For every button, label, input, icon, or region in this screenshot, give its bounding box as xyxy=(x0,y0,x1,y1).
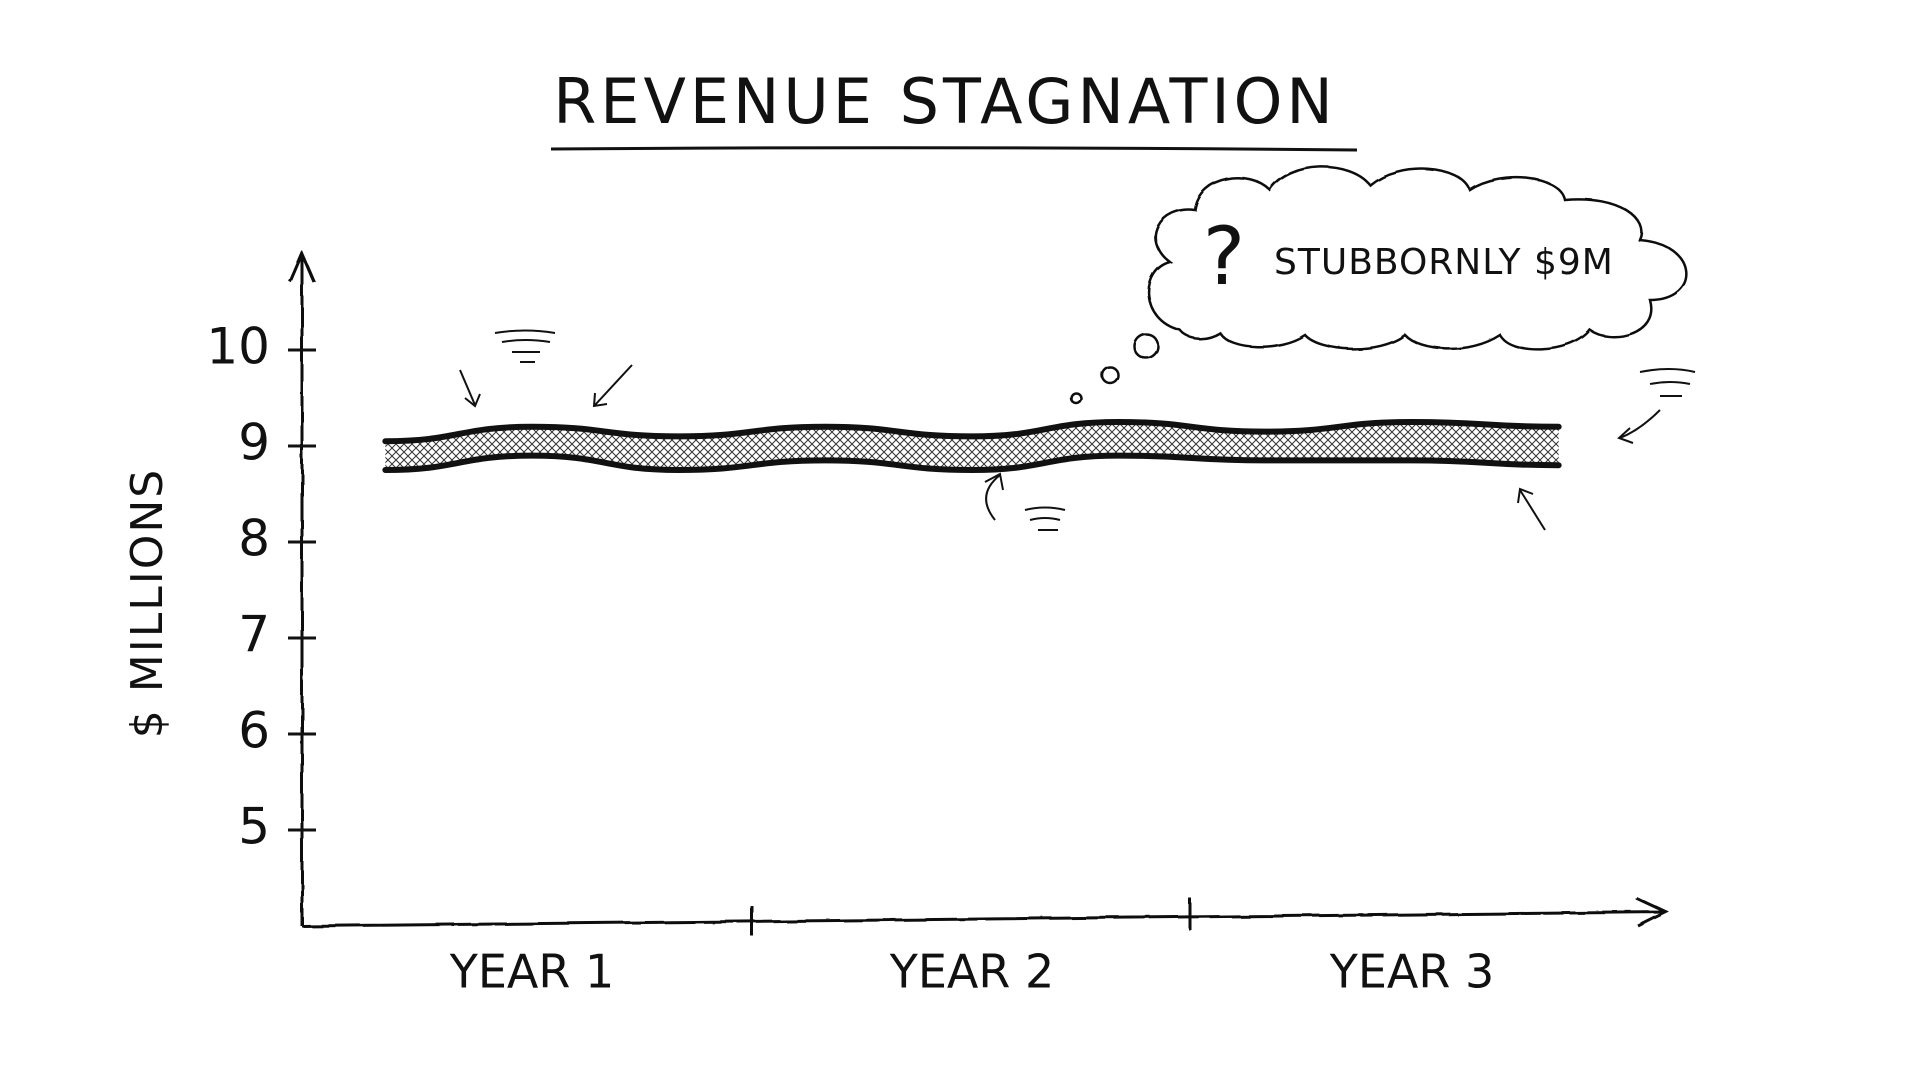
squiggle xyxy=(1024,506,1066,531)
squiggle xyxy=(494,329,556,363)
y-tick-label: 6 xyxy=(238,702,270,760)
y-tick-label: 5 xyxy=(238,798,270,856)
arrow xyxy=(1617,409,1661,444)
thought-bubble xyxy=(1132,332,1160,360)
annotation-icon: ? xyxy=(1203,210,1245,303)
arrow xyxy=(984,472,1004,521)
arrow xyxy=(459,369,481,408)
x-axis xyxy=(301,896,1670,928)
year-separator xyxy=(750,898,1192,936)
x-tick-label: YEAR 3 xyxy=(1329,945,1494,999)
thought-bubble xyxy=(1100,365,1120,385)
title-underline xyxy=(550,146,1358,152)
chart-title: REVENUE STAGNATION xyxy=(553,65,1337,138)
arrow xyxy=(1517,487,1546,531)
x-tick-label: YEAR 2 xyxy=(889,945,1054,999)
squiggle xyxy=(1639,368,1696,397)
thought-bubble xyxy=(1069,391,1083,405)
thought-cloud xyxy=(1069,165,1688,405)
decorations xyxy=(459,329,1696,531)
y-axis xyxy=(288,250,316,926)
arrow xyxy=(592,364,633,408)
band-edge xyxy=(382,452,1562,474)
annotation-text: STUBBORNLY $9M xyxy=(1274,242,1614,283)
y-tick-label: 9 xyxy=(238,414,270,472)
x-tick-label: YEAR 1 xyxy=(449,945,614,999)
axes xyxy=(288,250,1670,936)
y-tick-label: 8 xyxy=(238,510,270,568)
y-axis-label: $ MILLIONS xyxy=(122,468,173,738)
y-tick-label: 7 xyxy=(238,606,270,664)
y-tick-label: 10 xyxy=(206,318,270,376)
cloud-outline xyxy=(1147,165,1688,351)
band-edge xyxy=(382,418,1562,445)
